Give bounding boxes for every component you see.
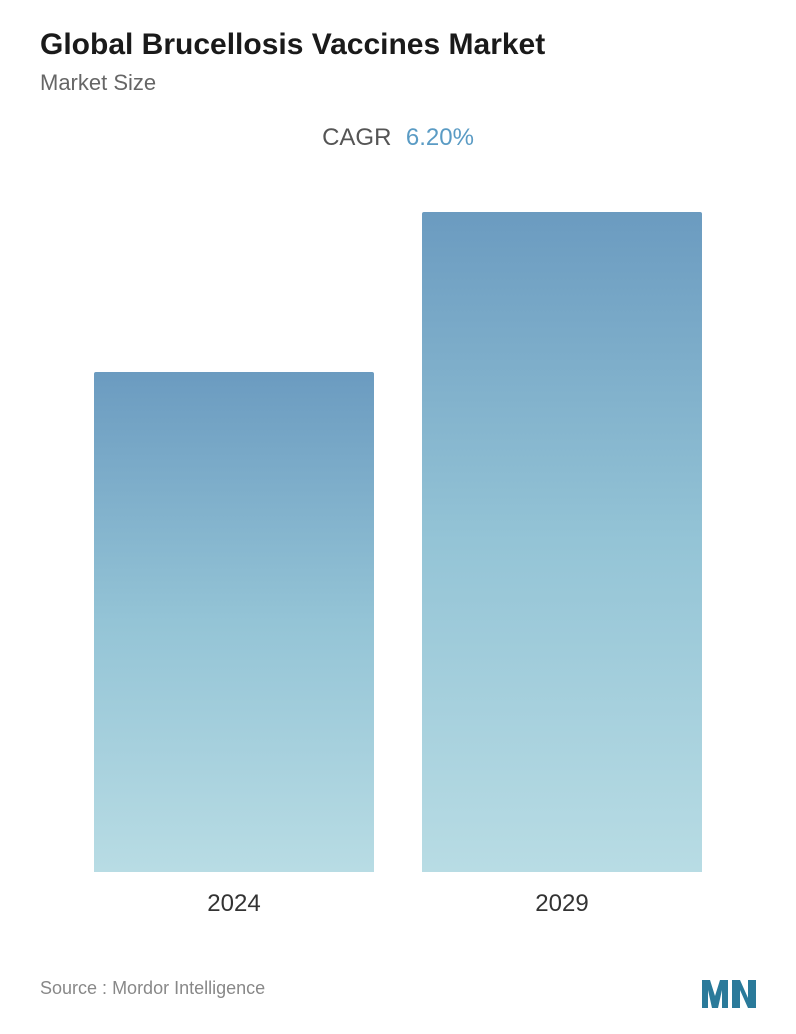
cagr-label: CAGR <box>322 124 391 151</box>
bar-group-2024: 2024 <box>94 372 374 918</box>
footer: Source : Mordor Intelligence <box>40 948 756 1008</box>
cagr-value: 6.20% <box>406 124 474 151</box>
chart-container: Global Brucellosis Vaccines Market Marke… <box>0 0 796 1034</box>
mn-logo-icon <box>702 968 756 1008</box>
source-name: Mordor Intelligence <box>112 978 265 998</box>
bar-label-2024: 2024 <box>207 890 260 918</box>
bar-2024 <box>94 372 374 872</box>
cagr-row: CAGR 6.20% <box>40 124 756 152</box>
source-label: Source : <box>40 978 107 998</box>
chart-area: 2024 2029 <box>40 212 756 938</box>
bar-label-2029: 2029 <box>535 890 588 918</box>
bar-2029 <box>422 212 702 872</box>
source-text: Source : Mordor Intelligence <box>40 978 265 999</box>
chart-title: Global Brucellosis Vaccines Market <box>40 28 756 62</box>
chart-subtitle: Market Size <box>40 70 756 96</box>
bar-group-2029: 2029 <box>422 212 702 918</box>
